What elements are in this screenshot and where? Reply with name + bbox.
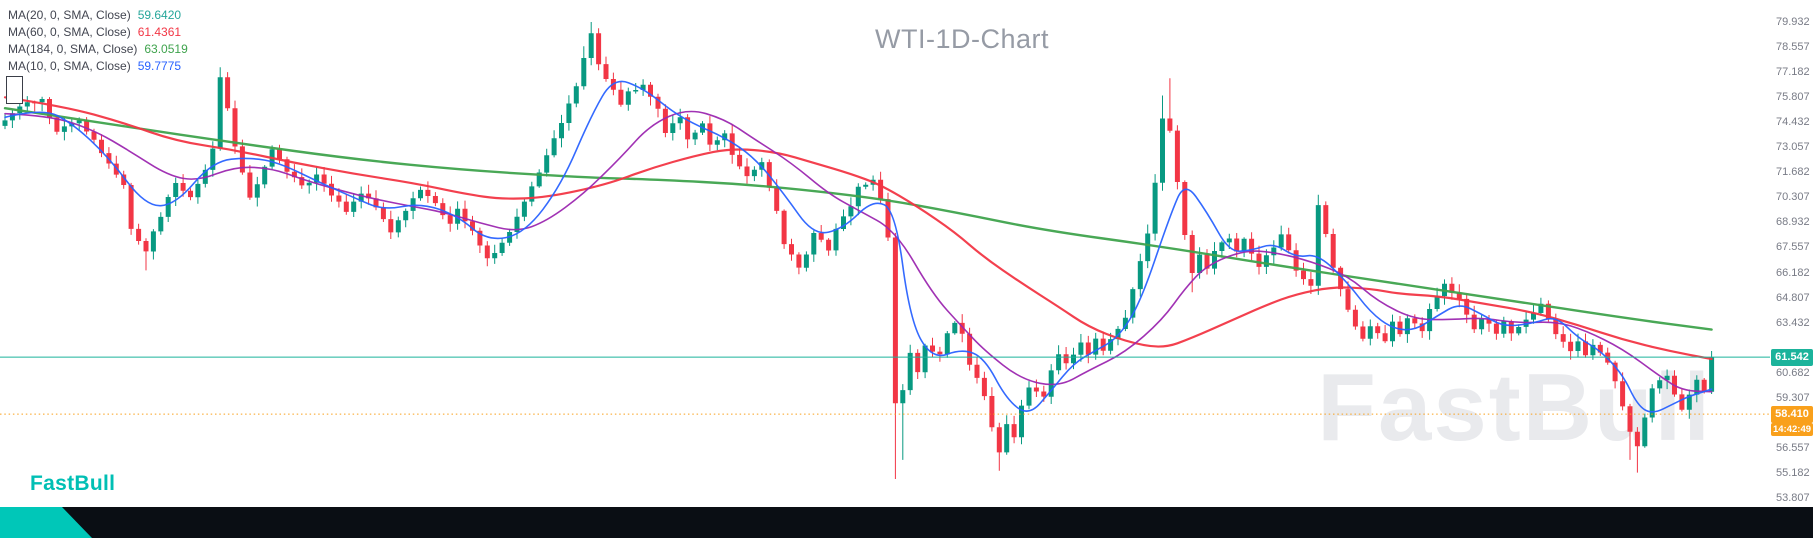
bar-countdown-badge: 14:42:49	[1771, 423, 1813, 437]
price-tick-label: 63.432	[1776, 316, 1810, 329]
ma-line-ma20[interactable]	[4, 110, 1713, 393]
ma-legend-label: MA(10, 0, SMA, Close)	[8, 58, 131, 73]
last-price-badge: 61.542	[1771, 348, 1813, 366]
ma-line-ma184[interactable]	[3, 107, 1713, 331]
ma-legend-item-ma20[interactable]: MA(20, 0, SMA, Close) 59.6420	[8, 6, 188, 23]
ma-legend-item-ma184[interactable]: MA(184, 0, SMA, Close) 63.0519	[8, 40, 188, 57]
price-tick-label: 53.807	[1776, 492, 1810, 504]
price-tick-label: 79.932	[1776, 16, 1810, 28]
ma-legend-label: MA(20, 0, SMA, Close)	[8, 7, 131, 22]
ma-legend-value: 61.4361	[137, 24, 182, 39]
ma-legend-label: MA(184, 0, SMA, Close)	[8, 41, 138, 56]
secondary-price-badge: 58.410	[1771, 405, 1813, 423]
price-tick-label: 77.182	[1776, 66, 1810, 79]
fastbull-logo[interactable]: FastBull	[30, 472, 116, 495]
price-tick-label: 70.307	[1776, 191, 1810, 204]
price-tick-label: 75.807	[1776, 91, 1810, 104]
price-tick-label: 66.182	[1776, 266, 1810, 279]
price-tick-label: 74.432	[1776, 116, 1810, 129]
price-tick-label: 64.807	[1776, 291, 1810, 304]
ma-legend-item-ma60[interactable]: MA(60, 0, SMA, Close) 61.4361	[8, 23, 188, 40]
indicator-collapsed-box[interactable]	[6, 76, 23, 104]
price-tick-label: 71.682	[1776, 166, 1810, 179]
ma-legend-label: MA(60, 0, SMA, Close)	[8, 24, 131, 39]
price-tick-label: 67.557	[1776, 241, 1810, 254]
price-tick-label: 60.682	[1776, 366, 1810, 379]
ma-line-ma10[interactable]	[4, 80, 1713, 413]
brand-accent-shape	[0, 507, 92, 538]
ma-line-ma60[interactable]	[3, 96, 1713, 361]
price-tick-label: 78.557	[1776, 41, 1810, 54]
ma-legend: MA(20, 0, SMA, Close) 59.6420 MA(60, 0, …	[8, 6, 188, 74]
price-tick-label: 55.182	[1776, 466, 1810, 479]
price-tick-label: 68.932	[1776, 216, 1810, 229]
price-tick-label: 59.307	[1776, 391, 1810, 404]
bottom-bar	[0, 507, 1813, 538]
price-tick-label: 56.557	[1776, 441, 1810, 454]
ma-legend-value: 63.0519	[144, 41, 188, 56]
ma-legend-item-ma10[interactable]: MA(10, 0, SMA, Close) 59.7775	[8, 57, 188, 74]
price-tick-label: 73.057	[1776, 141, 1810, 154]
ma-legend-value: 59.6420	[137, 7, 182, 22]
chart-title: WTI-1D-Chart	[875, 24, 1049, 54]
ma-legend-value: 59.7775	[137, 58, 182, 73]
